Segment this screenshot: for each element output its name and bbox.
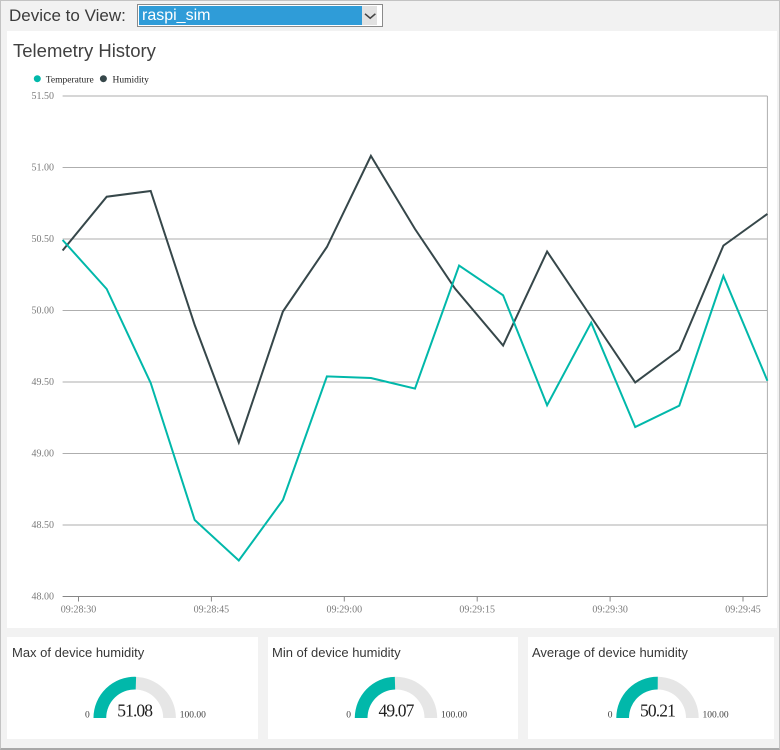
svg-text:0: 0 xyxy=(608,711,613,721)
svg-text:09:29:00: 09:29:00 xyxy=(327,605,363,616)
svg-text:50.21: 50.21 xyxy=(640,700,675,720)
svg-text:51.08: 51.08 xyxy=(117,700,153,720)
svg-text:0: 0 xyxy=(346,711,351,721)
svg-text:Temperature: Temperature xyxy=(46,75,94,85)
svg-text:100.00: 100.00 xyxy=(441,711,467,721)
svg-text:100.00: 100.00 xyxy=(180,711,206,721)
svg-text:09:28:45: 09:28:45 xyxy=(194,605,230,616)
svg-text:09:29:30: 09:29:30 xyxy=(592,605,628,616)
svg-text:50.50: 50.50 xyxy=(32,234,55,245)
svg-text:50.00: 50.00 xyxy=(32,306,55,317)
svg-text:48.50: 48.50 xyxy=(32,520,55,531)
svg-text:09:29:15: 09:29:15 xyxy=(459,605,495,616)
svg-text:09:28:30: 09:28:30 xyxy=(61,605,97,616)
svg-text:48.00: 48.00 xyxy=(32,592,55,603)
svg-text:100.00: 100.00 xyxy=(703,711,729,721)
svg-text:Humidity: Humidity xyxy=(113,75,150,85)
svg-text:09:29:45: 09:29:45 xyxy=(725,605,761,616)
svg-text:51.00: 51.00 xyxy=(32,163,55,174)
svg-text:0: 0 xyxy=(85,711,90,721)
svg-text:49.50: 49.50 xyxy=(32,377,55,388)
svg-text:49.00: 49.00 xyxy=(32,449,55,460)
svg-text:49.07: 49.07 xyxy=(379,700,415,720)
svg-text:51.50: 51.50 xyxy=(32,91,55,102)
